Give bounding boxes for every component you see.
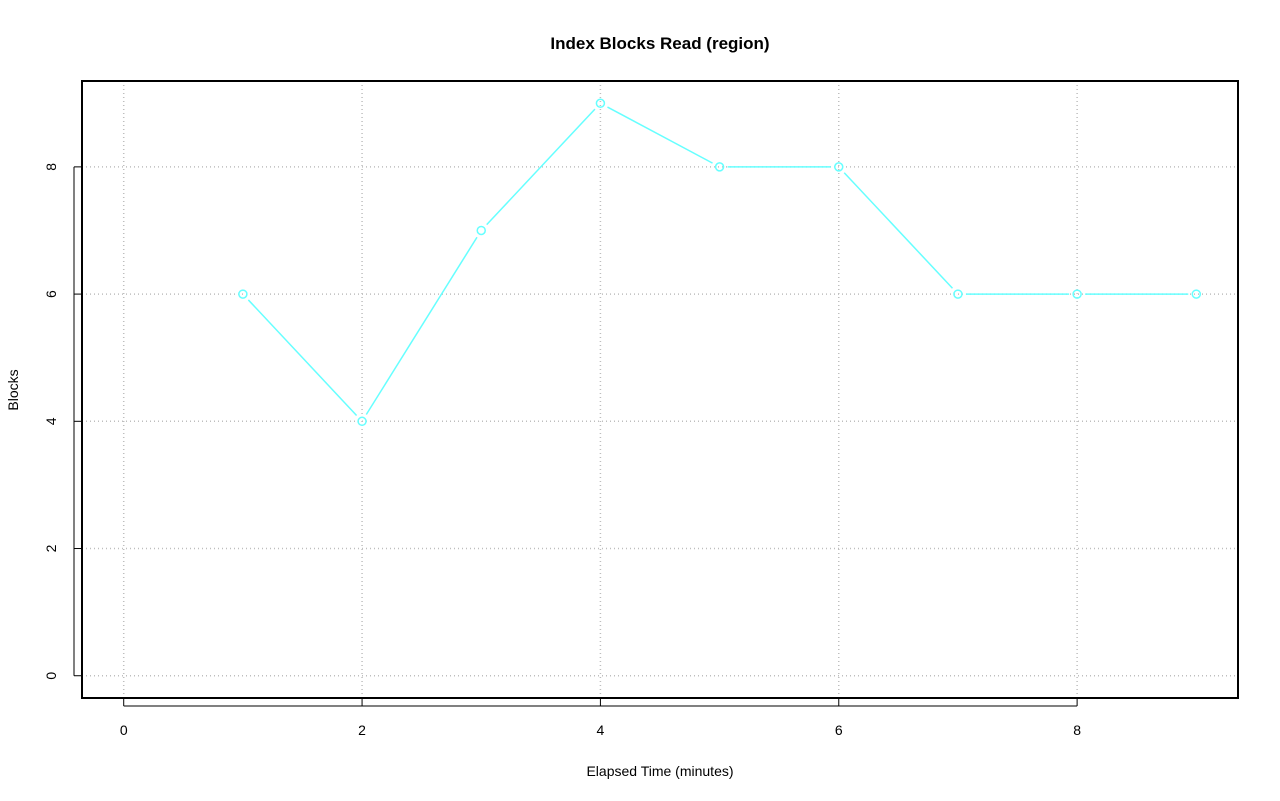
- data-point: [357, 416, 367, 427]
- series-line-segment: [365, 236, 478, 415]
- series-line-segment: [843, 172, 954, 289]
- plot-frame: [81, 80, 1239, 699]
- data-point: [595, 98, 606, 109]
- data-point: [476, 225, 486, 236]
- x-tick-label: 8: [1073, 722, 1081, 738]
- grid: [82, 81, 1238, 698]
- data-point: [1072, 289, 1082, 299]
- series-line-segment: [247, 299, 358, 416]
- data-point: [714, 162, 725, 172]
- data-point: [953, 289, 963, 299]
- series-line-segment: [607, 106, 713, 164]
- series-line-segment: [486, 108, 596, 226]
- y-tick-label: 6: [43, 290, 59, 298]
- data-point: [834, 162, 844, 172]
- y-tick-label: 4: [43, 417, 59, 425]
- chart-title: Index Blocks Read (region): [550, 34, 769, 53]
- x-tick-label: 6: [835, 722, 843, 738]
- x-axis-label: Elapsed Time (minutes): [586, 763, 733, 779]
- y-axis-label: Blocks: [5, 369, 21, 410]
- x-tick-label: 0: [120, 722, 128, 738]
- series: [238, 98, 1202, 427]
- y-tick-label: 0: [43, 672, 59, 680]
- x-tick-label: 4: [597, 722, 605, 738]
- x-tick-label: 2: [358, 722, 366, 738]
- y-tick-label: 2: [43, 544, 59, 552]
- data-point: [1191, 289, 1202, 299]
- y-tick-label: 8: [43, 163, 59, 171]
- axis-ticks: 0 2 4 6 8 0 2 4 6 8: [43, 163, 1081, 738]
- data-point: [238, 289, 248, 299]
